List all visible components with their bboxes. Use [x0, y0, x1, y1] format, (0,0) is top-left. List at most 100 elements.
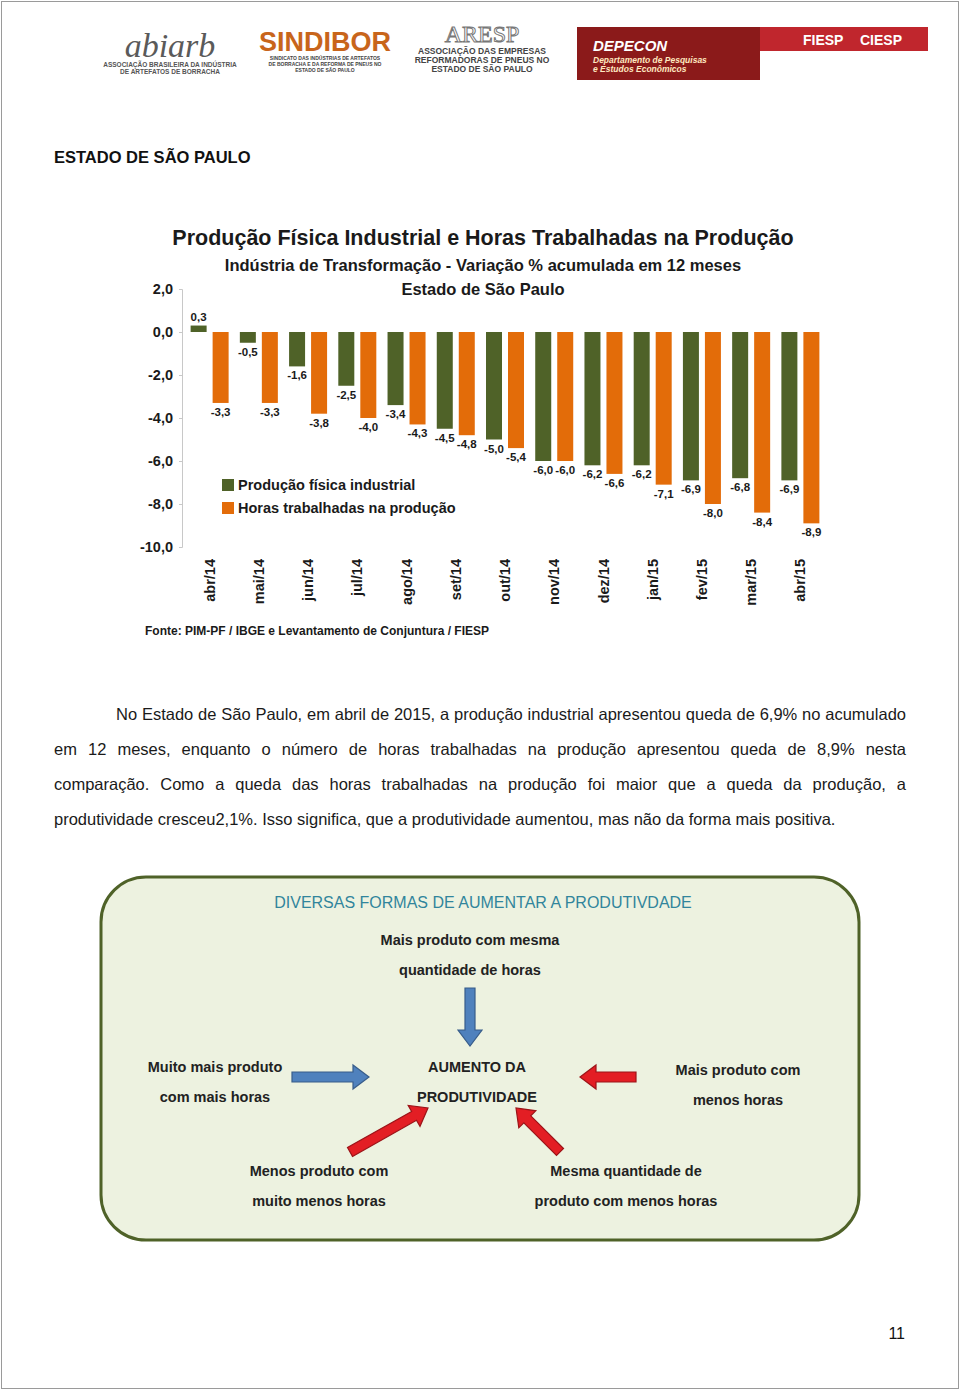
bar	[634, 332, 650, 465]
node-label: PRODUTIVIDADE	[417, 1089, 537, 1105]
data-label: -6,6	[605, 477, 625, 489]
tick-label: abr/15	[792, 559, 808, 602]
data-label: -6,9	[779, 483, 799, 495]
node-label: Menos produto com	[250, 1163, 389, 1179]
logo-text: CIESP	[860, 32, 902, 48]
tick: fev/15	[694, 559, 710, 600]
bars	[191, 326, 820, 524]
chart-subtitle: Indústria de Transformação - Variação % …	[225, 256, 741, 274]
logo: SINDIBORSINDICATO DAS INDÚSTRIAS DE ARTE…	[259, 27, 391, 73]
tick-label: fev/15	[694, 559, 710, 600]
tick: -6,0	[148, 453, 182, 469]
data-labels: 0,3-0,5-1,6-2,5-3,4-4,5-5,0-6,0-6,2-6,2-…	[191, 311, 822, 539]
data-label: -5,4	[506, 451, 526, 463]
page: abiarbASSOCIAÇÃO BRASILEIRA DA INDÚSTRIA…	[0, 0, 960, 1390]
logo: ARESPASSOCIAÇÃO DAS EMPRESASREFORMADORAS…	[415, 21, 550, 74]
axis-line	[186, 553, 826, 554]
tick: dez/14	[596, 559, 612, 603]
data-label: -6,2	[583, 468, 603, 480]
bar	[262, 332, 278, 403]
bar	[584, 332, 600, 465]
logo-title: ARESP	[445, 21, 520, 47]
logo-text: ESTADO DE SÃO PAULO	[295, 67, 355, 73]
tick: -10,0	[140, 539, 182, 555]
logo-box	[577, 27, 760, 80]
tick-mark	[179, 289, 182, 290]
logo: abiarbASSOCIAÇÃO BRASILEIRA DA INDÚSTRIA…	[103, 27, 237, 75]
source: Fonte: PIM-PF / IBGE e Levantamento de C…	[145, 624, 489, 638]
arrow	[348, 1105, 429, 1156]
node-label: menos horas	[693, 1092, 783, 1108]
bar	[705, 332, 721, 504]
x-axis: abr/14mai/14jun/14jul/14ago/14set/14out/…	[186, 554, 826, 606]
data-label: -6,8	[730, 481, 750, 493]
data-label: -5,0	[484, 443, 504, 455]
arrow	[458, 988, 482, 1046]
arrow	[292, 1065, 369, 1089]
bar	[803, 332, 819, 523]
bar	[732, 332, 748, 478]
tick-mark	[179, 461, 182, 462]
bar	[289, 332, 305, 366]
node-label: muito menos horas	[252, 1193, 386, 1209]
arrow	[516, 1108, 564, 1156]
bar	[535, 332, 551, 461]
chart: Produção Física Industrial e Horas Traba…	[140, 226, 826, 638]
data-label: -2,5	[336, 389, 356, 401]
node-label: Mais produto com	[676, 1062, 801, 1078]
logo-box	[760, 27, 928, 51]
tick-mark	[179, 375, 182, 376]
logo-text: ESTADO DE SÃO PAULO	[431, 64, 533, 74]
data-label: -7,1	[654, 488, 674, 500]
tick-label: jun/14	[300, 559, 316, 602]
logo: FIESP CIESP	[760, 27, 928, 51]
bar	[437, 332, 453, 429]
tick-label: dez/14	[596, 559, 612, 603]
node-label: Mais produto com mesma	[381, 932, 561, 948]
tick-label: -10,0	[140, 539, 173, 555]
bar	[656, 332, 672, 485]
tick: jul/14	[349, 559, 365, 597]
tick: jun/14	[300, 559, 316, 602]
legend-swatch	[222, 502, 234, 514]
legend: Produção física industrialHoras trabalha…	[222, 477, 456, 516]
logo-title: abiarb	[125, 27, 216, 64]
tick-label: abr/14	[202, 559, 218, 602]
bar	[606, 332, 622, 474]
tick-label: -6,0	[148, 453, 173, 469]
data-label: -8,0	[703, 507, 723, 519]
node-label: Mesma quantidade de	[550, 1163, 701, 1179]
logo-text: e Estudos Econômicos	[593, 64, 687, 74]
logo-title: FIESP	[803, 32, 843, 48]
data-label: -3,4	[386, 408, 406, 420]
chart-subtitle: Estado de São Paulo	[401, 280, 564, 298]
chart-title: Produção Física Industrial e Horas Traba…	[172, 226, 793, 250]
logo-title: DEPECON	[593, 37, 668, 54]
heading: ESTADO DE SÃO PAULO	[54, 147, 251, 166]
tick: jan/15	[645, 559, 661, 601]
data-label: -1,6	[287, 369, 307, 381]
bar	[508, 332, 524, 448]
tick-label: mai/14	[251, 559, 267, 604]
tick: abr/14	[202, 559, 218, 602]
tick: mar/15	[743, 559, 759, 606]
tick: set/14	[448, 559, 464, 600]
data-label: -8,9	[801, 526, 821, 538]
data-label: -4,8	[457, 438, 477, 450]
diagram: DIVERSAS FORMAS DE AUMENTAR A PRODUTIVDA…	[101, 877, 859, 1240]
data-label: -8,4	[752, 516, 772, 528]
tick: 0,0	[153, 324, 182, 340]
tick: mai/14	[251, 559, 267, 604]
node-label: quantidade de horas	[399, 962, 541, 978]
bar	[781, 332, 797, 480]
axis-line	[179, 290, 183, 548]
series	[213, 332, 820, 523]
tick-mark	[179, 504, 182, 505]
logo: DEPECONDepartamento de Pesquisase Estudo…	[577, 27, 760, 80]
data-label: -6,0	[555, 464, 575, 476]
node-label: produto com menos horas	[535, 1193, 718, 1209]
node-label: AUMENTO DA	[428, 1059, 527, 1075]
data-label: -6,0	[533, 464, 553, 476]
logo-title: SINDIBOR	[259, 27, 391, 57]
bar	[213, 332, 229, 403]
